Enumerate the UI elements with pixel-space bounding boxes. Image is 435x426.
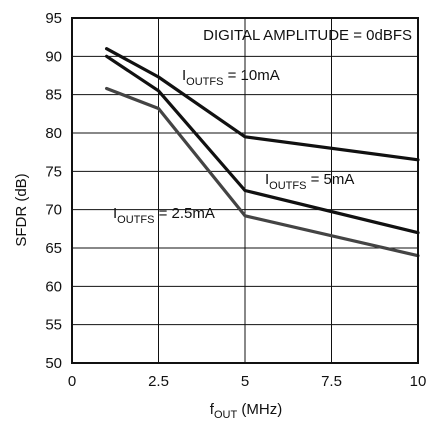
x-tick-label: 2.5 [148, 373, 169, 390]
y-tick-label: 70 [45, 202, 62, 219]
y-tick-label: 95 [45, 10, 62, 27]
y-tick-label: 55 [45, 317, 62, 334]
x-axis-title: fOUT (MHz) [210, 401, 282, 421]
x-tick-label: 0 [68, 373, 76, 390]
y-tick-label: 65 [45, 240, 62, 257]
series-label-10ma: IOUTFS = 10mA [182, 67, 280, 88]
y-tick-label: 75 [45, 163, 62, 180]
digital-amplitude-annotation: DIGITAL AMPLITUDE = 0dBFS [203, 27, 412, 44]
y-axis-title: SFDR (dB) [13, 173, 30, 246]
x-tick-label: 5 [241, 373, 249, 390]
series-label-2-5ma: IOUTFS = 2.5mA [113, 205, 215, 226]
y-tick-label: 80 [45, 125, 62, 142]
series-label-5ma: IOUTFS = 5mA [265, 171, 354, 192]
y-tick-label: 90 [45, 48, 62, 65]
y-tick-label: 50 [45, 355, 62, 372]
series-line-2 [104, 86, 420, 258]
x-tick-label: 10 [410, 373, 427, 390]
series-line-1 [104, 54, 420, 235]
y-tick-label: 85 [45, 87, 62, 104]
x-tick-labels: 0 2.5 5 7.5 10 [68, 373, 427, 390]
plot-frame [71, 17, 419, 364]
y-tick-label: 60 [45, 278, 62, 295]
x-tick-label: 7.5 [321, 373, 342, 390]
y-tick-labels: 50 55 60 65 70 75 80 85 90 95 [45, 10, 62, 372]
series-lines [104, 47, 420, 258]
series-line-0 [104, 47, 420, 162]
